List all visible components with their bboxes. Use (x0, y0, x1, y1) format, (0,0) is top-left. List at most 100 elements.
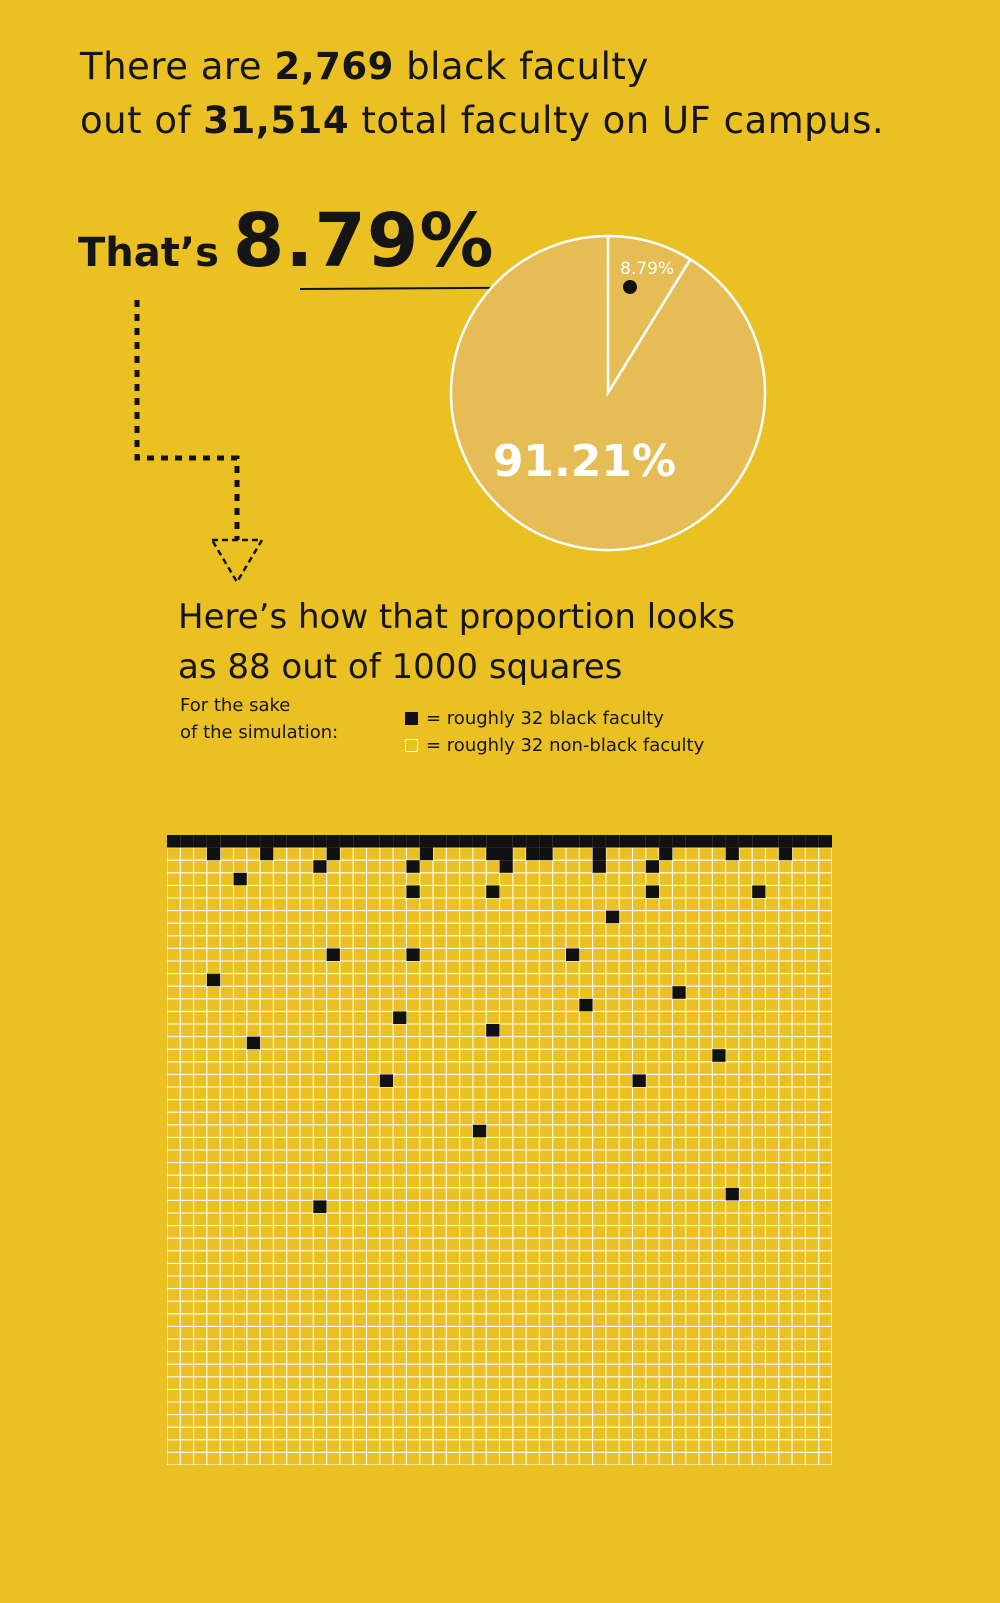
waffle-cell-black (220, 835, 234, 848)
headline-line2: out of 31,514 total faculty on UF campus… (80, 99, 885, 142)
waffle-cell-black (792, 835, 806, 848)
waffle-cell-black (512, 835, 527, 848)
waffle-cell-black (592, 860, 606, 873)
waffle-cell-black (592, 835, 606, 848)
waffle-cell-black (592, 847, 606, 861)
legend-item-black: = roughly 32 black faculty (405, 705, 704, 732)
waffle-cell-black (353, 835, 367, 848)
waffle-cell-black (233, 835, 247, 848)
waffle-cell-black (393, 1011, 407, 1024)
waffle-cell-black (659, 847, 673, 861)
dotted-arrow (134, 300, 240, 540)
legend-note-line1: For the sake (180, 695, 291, 716)
waffle-cell-black (459, 835, 473, 848)
black-square-icon (405, 712, 418, 725)
waffle-cell-black (260, 847, 274, 861)
waffle-cell-black (645, 835, 660, 848)
waffle-grid (167, 835, 832, 1465)
waffle-cell-black (193, 835, 207, 848)
waffle-cell-black (246, 835, 261, 848)
legend-note-line2: of the simulation: (180, 722, 339, 743)
waffle-cell-black (579, 835, 593, 848)
waffle-cell-black (339, 835, 354, 848)
waffle-cell-black (579, 998, 593, 1012)
percentage-callout: That’s 8.79% (78, 198, 495, 284)
white-square-icon (405, 739, 418, 752)
waffle-cell-black (326, 835, 340, 848)
waffle-cell-black (472, 835, 487, 848)
waffle-cell-black (672, 986, 686, 999)
waffle-cell-black (818, 835, 832, 848)
headline-line1: There are 2,769 black faculty (80, 45, 649, 88)
waffle-cell-black (366, 835, 380, 848)
waffle-cell-black (286, 835, 300, 848)
waffle-cell-black (778, 847, 793, 861)
waffle-cell-black (752, 835, 766, 848)
waffle-cell-black (552, 835, 566, 848)
waffle-cell-black (752, 885, 766, 898)
waffle-cell-black (206, 835, 221, 848)
pie-chart: 8.79% 91.21% (449, 234, 767, 552)
pie-label-1: 8.79% (620, 259, 674, 279)
subhead-line2: as 88 out of 1000 squares (178, 647, 623, 687)
waffle-cell-black (206, 973, 221, 987)
legend-item-white: = roughly 32 non-black faculty (405, 732, 704, 759)
waffle-cell-black (167, 835, 181, 848)
waffle-cell-black (486, 847, 500, 861)
waffle-cell-black (605, 835, 620, 848)
waffle-cell-black (632, 835, 646, 848)
waffle-cell-black (379, 1074, 394, 1087)
waffle-cell-black (725, 1187, 739, 1201)
waffle-cell-black (685, 835, 699, 848)
pie-label-2: 91.21% (493, 436, 676, 487)
waffle-chart (167, 835, 832, 1465)
waffle-cell-black (632, 1074, 646, 1087)
waffle-cell-black (499, 835, 513, 848)
waffle-cell-black (206, 847, 221, 861)
waffle-cell-black (605, 910, 620, 924)
waffle-cell-black (486, 1024, 500, 1037)
waffle-cell-black (246, 1036, 261, 1050)
callout-dot (623, 280, 637, 294)
waffle-cell-black (260, 835, 274, 848)
legend-white-label: = roughly 32 non-black faculty (426, 735, 705, 756)
waffle-cell-black (326, 948, 340, 961)
waffle-cell-black (765, 835, 779, 848)
waffle-cell-black (379, 835, 394, 848)
waffle-cell-black (725, 835, 739, 848)
waffle-cell-black (273, 835, 287, 848)
waffle-cell-black (180, 835, 194, 848)
waffle-cell-black (419, 847, 433, 861)
waffle-cell-black (566, 835, 580, 848)
waffle-cell-black (659, 835, 673, 848)
waffle-cell-black (725, 847, 739, 861)
waffle-cell-black (433, 835, 447, 848)
waffle-cell-black (486, 835, 500, 848)
waffle-cell-black (778, 835, 793, 848)
callout-value: 8.79% (232, 198, 495, 284)
pie-chart-area: 8.79% 91.21% (134, 234, 767, 585)
highlighted-cells (167, 835, 832, 1213)
waffle-cell-black (526, 847, 540, 861)
waffle-cell-black (499, 860, 513, 873)
waffle-cell-black (672, 835, 686, 848)
legend-note: For the sake of the simulation: (180, 692, 370, 746)
waffle-cell-black (406, 860, 420, 873)
waffle-cell-black (300, 835, 314, 848)
waffle-cell-black (699, 835, 713, 848)
subhead: Here’s how that proportion looks as 88 o… (178, 592, 735, 692)
waffle-cell-black (645, 860, 660, 873)
waffle-cell-black (539, 835, 553, 848)
waffle-cell-black (619, 835, 633, 848)
waffle-cell-black (419, 835, 433, 848)
legend-black-label: = roughly 32 black faculty (426, 708, 664, 729)
waffle-cell-black (526, 835, 540, 848)
waffle-cell-black (738, 835, 753, 848)
arrow-head-icon (209, 538, 265, 585)
waffle-cell-black (712, 835, 726, 848)
waffle-cell-black (313, 1200, 327, 1213)
waffle-cell-black (805, 835, 819, 848)
headline: There are 2,769 black faculty out of 31,… (80, 40, 884, 148)
callout-label: That’s (78, 230, 233, 276)
subhead-line1: Here’s how that proportion looks (178, 597, 736, 637)
